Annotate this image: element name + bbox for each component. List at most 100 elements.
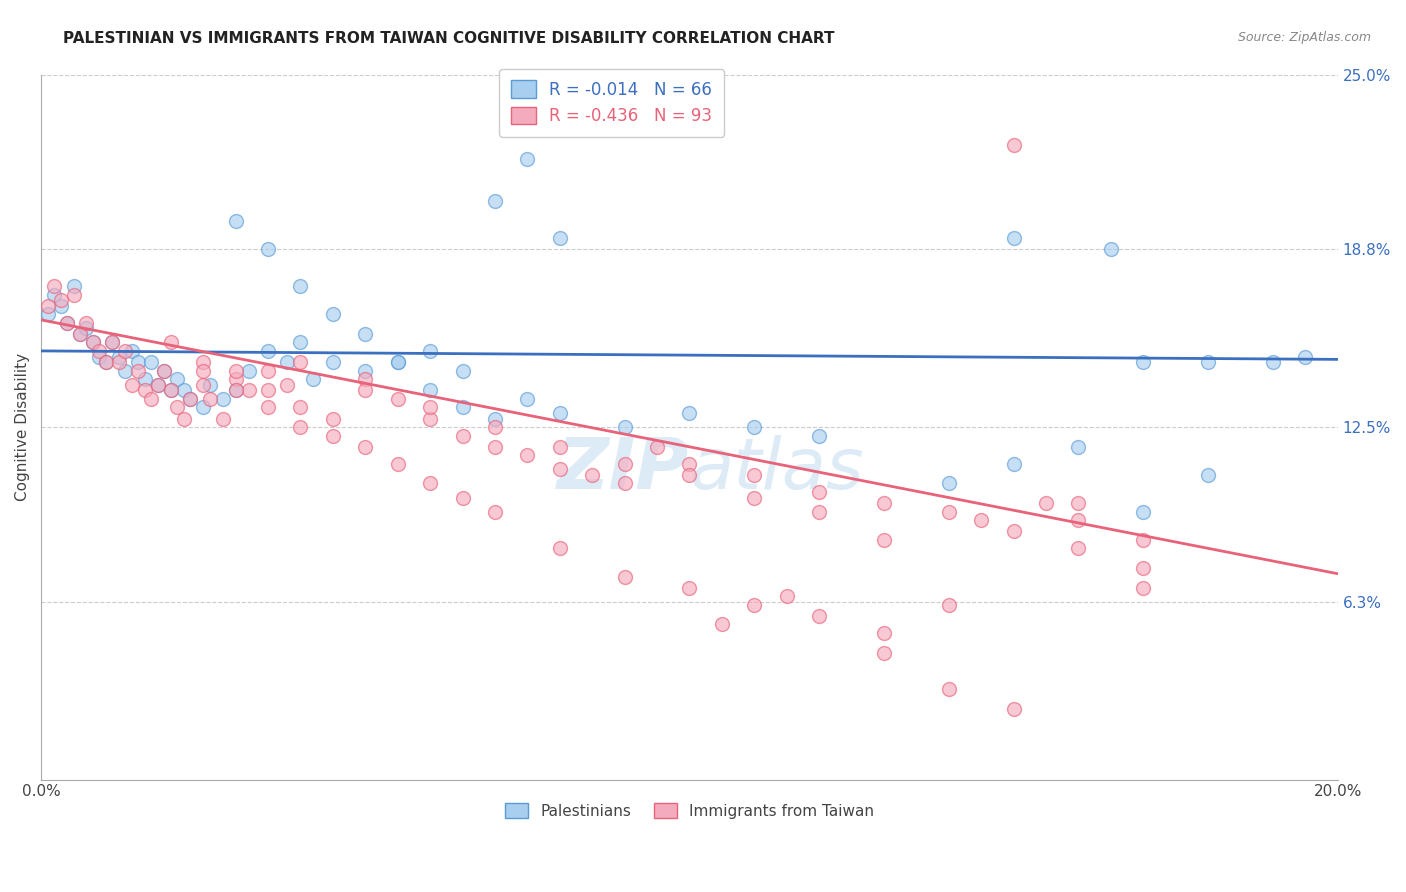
Point [645,440,668,454]
Point [76,316,98,330]
Point [225,214,247,228]
Point [1132,561,1154,575]
Point [808,609,831,624]
Point [484,440,506,454]
Point [808,484,831,499]
Point [225,384,247,398]
Point [141,355,163,369]
Point [108,355,131,369]
Point [179,392,201,406]
Point [873,626,896,640]
Point [82,335,104,350]
Point [1261,355,1284,369]
Point [742,491,765,505]
Point [808,505,831,519]
Point [62,279,84,293]
Point [37,299,59,313]
Point [484,411,506,425]
Point [873,533,896,547]
Point [146,377,169,392]
Point [159,335,181,350]
Point [938,505,960,519]
Point [101,335,124,350]
Point [742,468,765,483]
Point [257,364,280,378]
Point [302,372,325,386]
Point [354,384,377,398]
Point [387,355,409,369]
Point [159,384,181,398]
Point [970,513,993,527]
Point [354,364,377,378]
Point [322,307,344,321]
Point [419,476,441,491]
Point [76,321,98,335]
Point [211,392,233,406]
Point [581,468,603,483]
Point [1132,355,1154,369]
Point [451,364,474,378]
Point [1067,513,1090,527]
Point [198,377,221,392]
Point [1099,243,1122,257]
Point [276,377,298,392]
Point [419,343,441,358]
Point [938,476,960,491]
Point [193,355,215,369]
Point [56,316,79,330]
Point [159,384,181,398]
Point [419,401,441,415]
Point [153,364,176,378]
Point [114,364,136,378]
Point [613,569,636,583]
Point [276,355,298,369]
Point [94,355,117,369]
Point [225,364,247,378]
Point [1035,496,1057,510]
Point [387,355,409,369]
Point [121,343,143,358]
Point [1067,496,1090,510]
Point [146,377,169,392]
Point [37,307,59,321]
Point [290,335,312,350]
Point [419,384,441,398]
Point [678,457,700,471]
Point [873,646,896,660]
Point [322,411,344,425]
Point [873,496,896,510]
Point [193,364,215,378]
Point [1294,350,1316,364]
Point [49,293,72,307]
Point [193,377,215,392]
Point [257,243,280,257]
Point [808,428,831,442]
Point [678,406,700,420]
Point [198,392,221,406]
Point [238,384,260,398]
Point [1132,533,1154,547]
Point [89,343,111,358]
Point [225,372,247,386]
Point [1002,231,1025,245]
Point [257,384,280,398]
Point [354,372,377,386]
Point [1002,457,1025,471]
Point [354,440,377,454]
Point [548,440,571,454]
Point [290,355,312,369]
Point [1067,541,1090,556]
Point [121,377,143,392]
Point [451,401,474,415]
Point [322,428,344,442]
Point [257,343,280,358]
Point [69,326,91,341]
Point [290,420,312,434]
Point [710,617,733,632]
Point [94,355,117,369]
Point [938,598,960,612]
Point [290,401,312,415]
Point [419,411,441,425]
Text: ZIP: ZIP [557,435,689,504]
Point [82,335,104,350]
